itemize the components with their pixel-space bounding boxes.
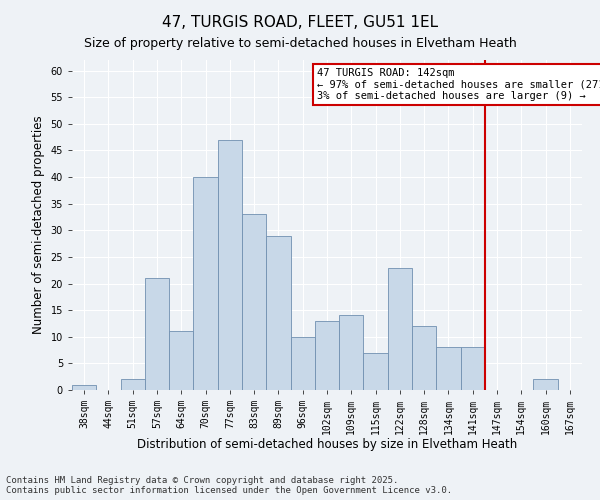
Bar — [169, 332, 193, 390]
Bar — [290, 337, 315, 390]
Bar — [388, 268, 412, 390]
Text: Contains HM Land Registry data © Crown copyright and database right 2025.
Contai: Contains HM Land Registry data © Crown c… — [6, 476, 452, 495]
Bar — [412, 326, 436, 390]
Y-axis label: Number of semi-detached properties: Number of semi-detached properties — [32, 116, 45, 334]
Bar — [242, 214, 266, 390]
Bar — [145, 278, 169, 390]
Bar — [121, 380, 145, 390]
Text: Size of property relative to semi-detached houses in Elvetham Heath: Size of property relative to semi-detach… — [83, 38, 517, 51]
Bar — [533, 380, 558, 390]
Bar — [218, 140, 242, 390]
Bar — [315, 321, 339, 390]
Bar — [436, 348, 461, 390]
Bar — [339, 316, 364, 390]
Bar — [461, 348, 485, 390]
Text: 47, TURGIS ROAD, FLEET, GU51 1EL: 47, TURGIS ROAD, FLEET, GU51 1EL — [162, 15, 438, 30]
Bar — [266, 236, 290, 390]
Bar — [72, 384, 96, 390]
Bar — [193, 177, 218, 390]
Text: 47 TURGIS ROAD: 142sqm
← 97% of semi-detached houses are smaller (271)
3% of sem: 47 TURGIS ROAD: 142sqm ← 97% of semi-det… — [317, 68, 600, 101]
X-axis label: Distribution of semi-detached houses by size in Elvetham Heath: Distribution of semi-detached houses by … — [137, 438, 517, 452]
Bar — [364, 352, 388, 390]
